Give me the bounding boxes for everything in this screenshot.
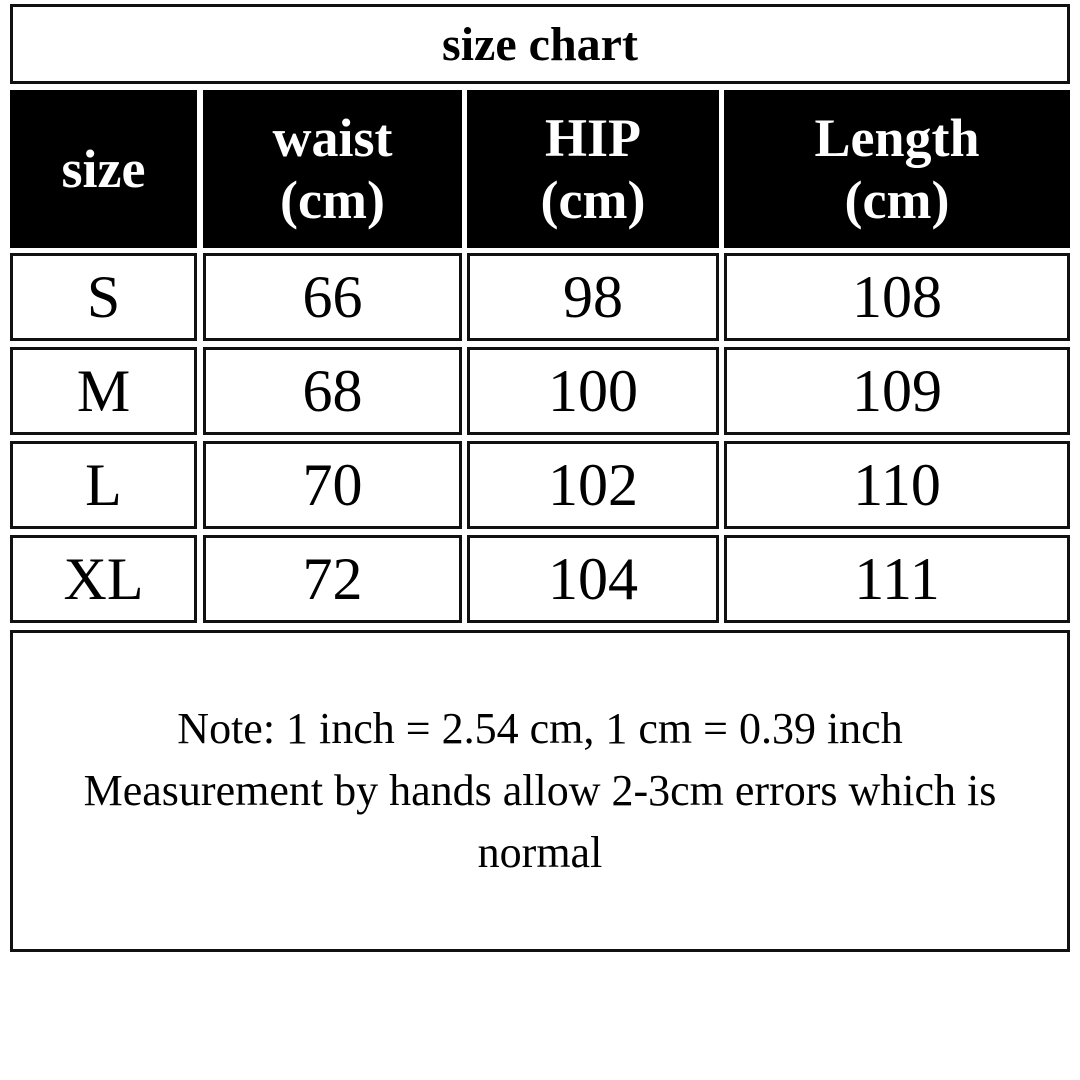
table-cell-waist: 66: [203, 253, 462, 341]
table-cell-waist: 68: [203, 347, 462, 435]
table-cell-hip: 100: [467, 347, 719, 435]
table-cell-hip: 104: [467, 535, 719, 623]
table-cell-hip: 98: [467, 253, 719, 341]
table-cell-size: M: [10, 347, 197, 435]
header-hip-unit: (cm): [540, 170, 646, 230]
note-line-normal: normal: [477, 828, 603, 877]
header-hip: HIP (cm): [467, 90, 719, 248]
table-cell-size: XL: [10, 535, 197, 623]
header-waist-unit: (cm): [280, 170, 385, 230]
table-cell-waist: 72: [203, 535, 462, 623]
table-cell-length: 110: [724, 441, 1070, 529]
table-cell-waist: 70: [203, 441, 462, 529]
table-cell-length: 109: [724, 347, 1070, 435]
header-length-label: Length: [814, 108, 980, 168]
note-box: Note: 1 inch = 2.54 cm, 1 cm = 0.39 inch…: [10, 630, 1070, 952]
header-waist: waist (cm): [203, 90, 462, 248]
table-cell-size: S: [10, 253, 197, 341]
header-size-label: size: [61, 139, 146, 199]
note-line-measurement: Measurement by hands allow 2-3cm errors …: [83, 766, 997, 815]
table-cell-hip: 102: [467, 441, 719, 529]
header-length: Length (cm): [724, 90, 1070, 248]
table-cell-length: 108: [724, 253, 1070, 341]
table-cell-size: L: [10, 441, 197, 529]
chart-title: size chart: [10, 4, 1070, 84]
table-cell-length: 111: [724, 535, 1070, 623]
header-length-unit: (cm): [844, 170, 950, 230]
header-waist-label: waist: [272, 108, 393, 168]
header-size: size: [10, 90, 197, 248]
header-hip-label: HIP: [544, 108, 641, 168]
note-line-conversion: Note: 1 inch = 2.54 cm, 1 cm = 0.39 inch: [177, 704, 903, 753]
